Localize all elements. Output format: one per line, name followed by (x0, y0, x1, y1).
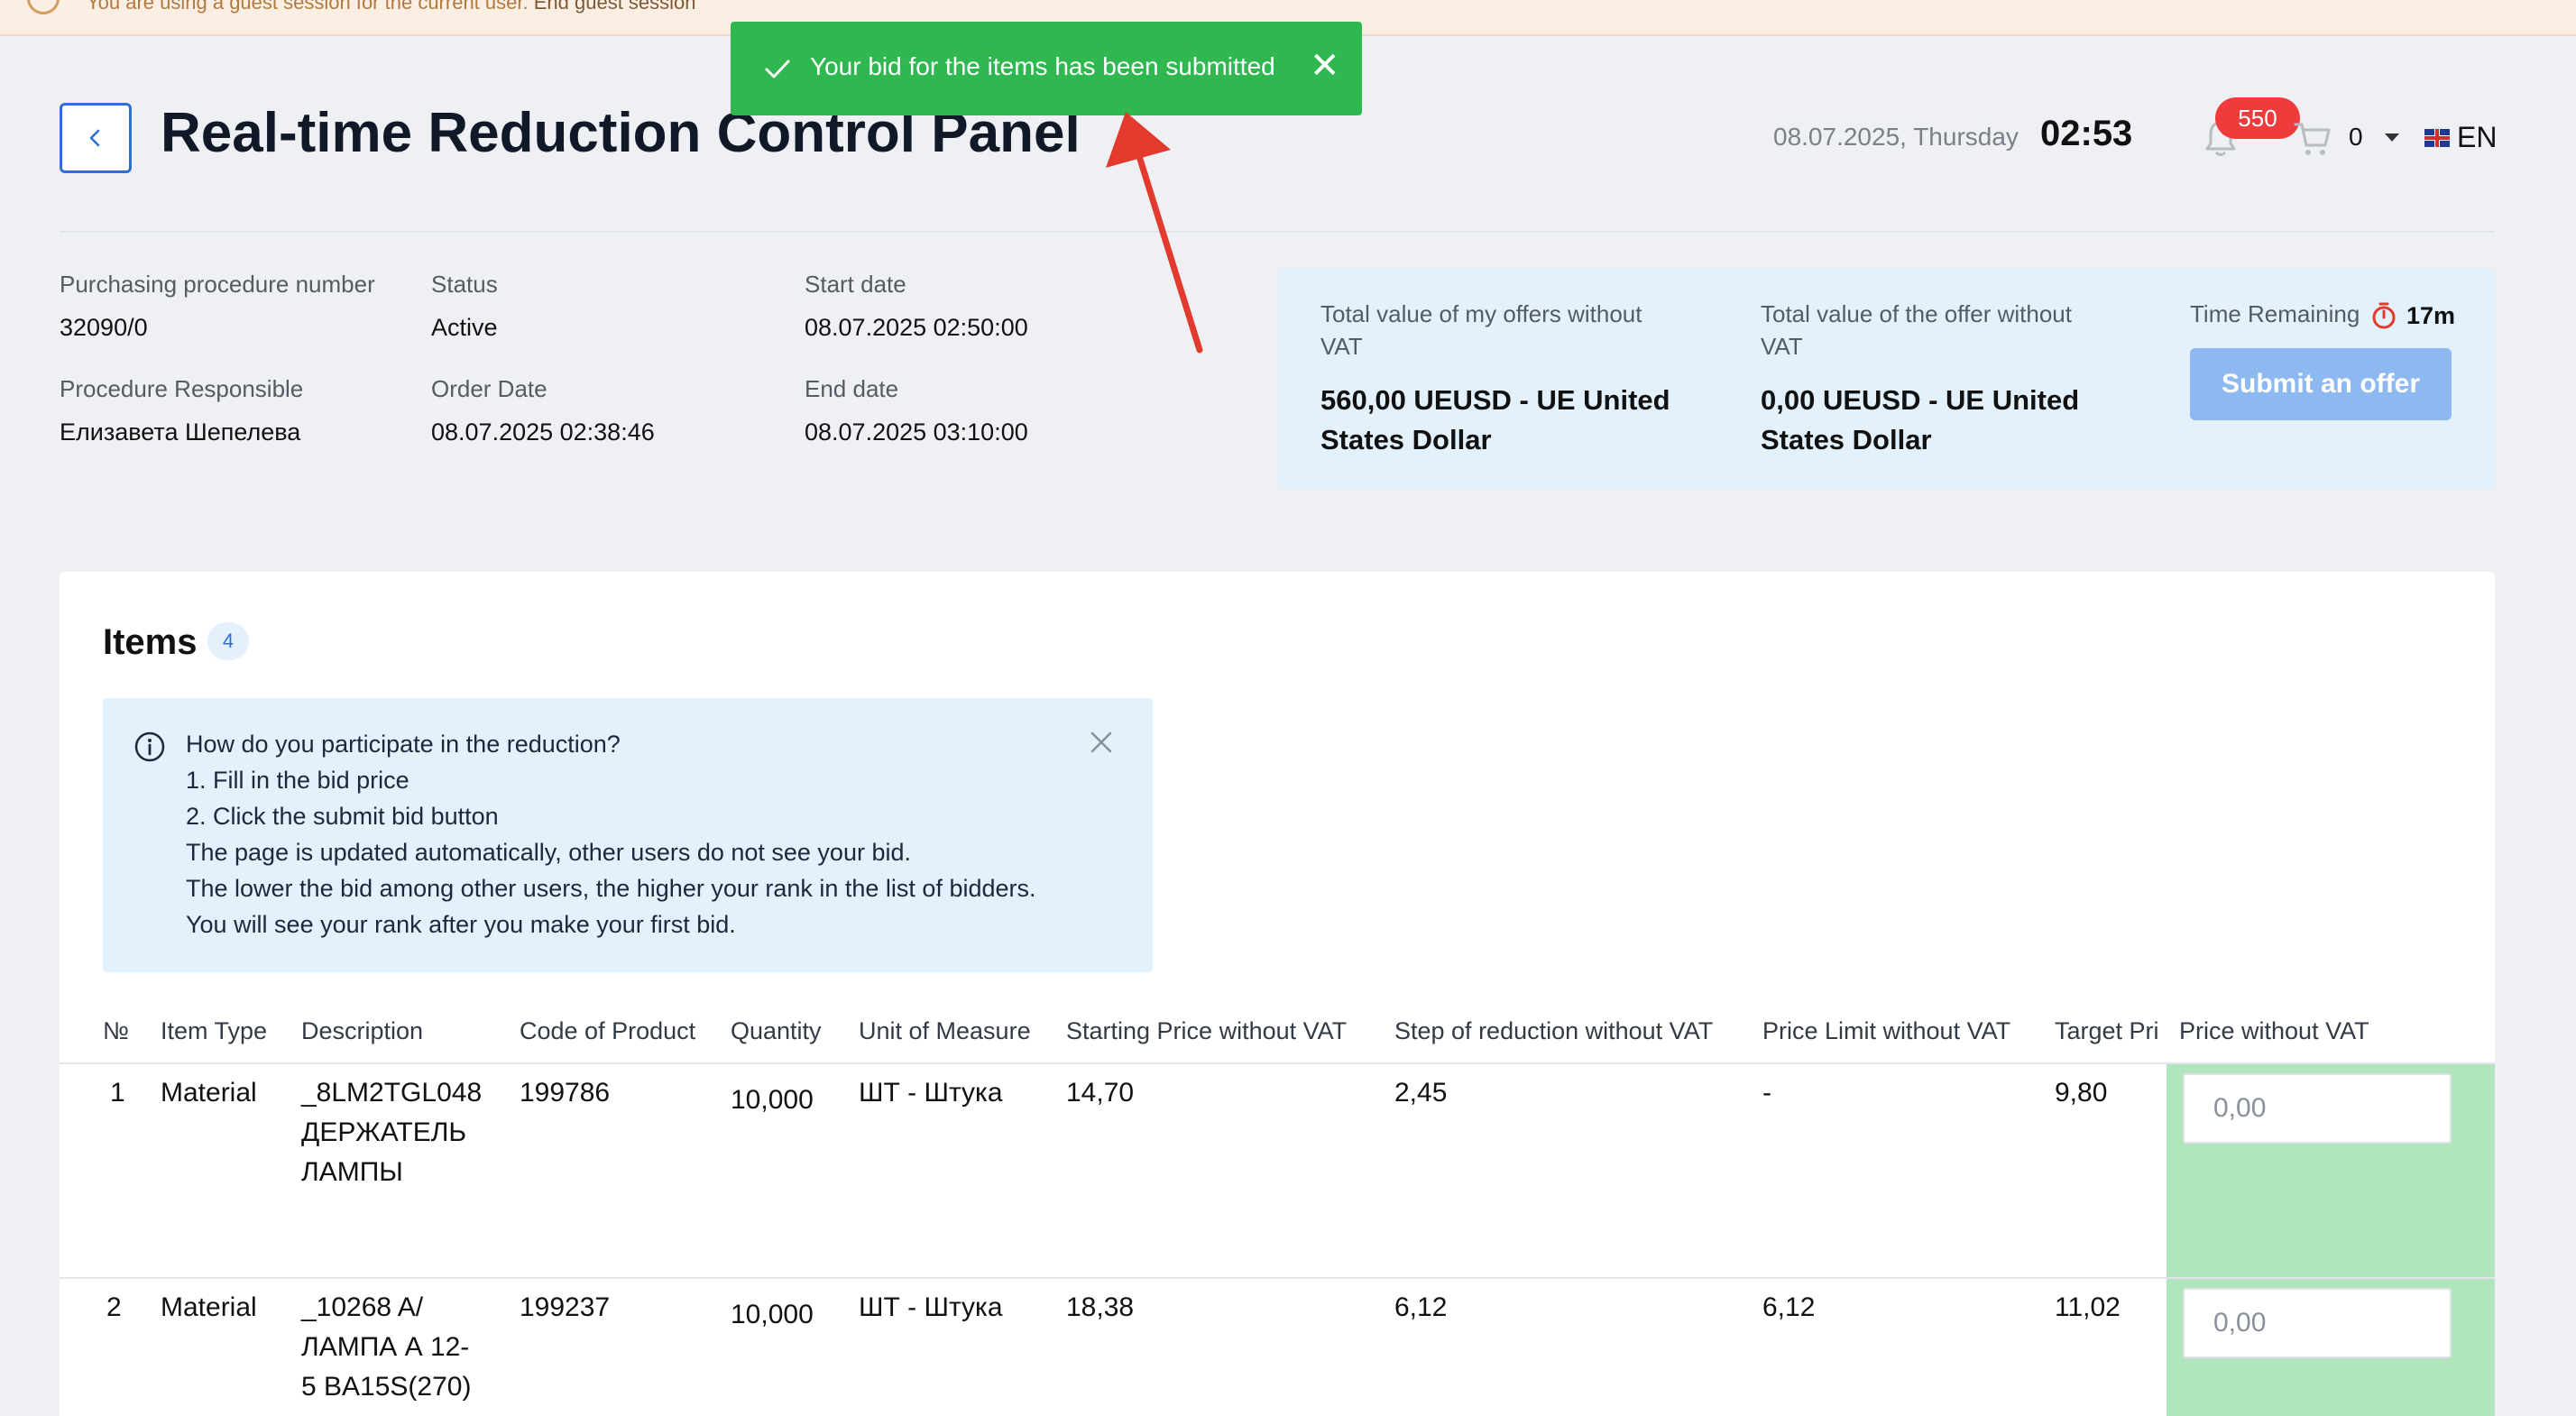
unit-of-measure: ШТ - Штука (859, 1292, 1003, 1322)
price-input[interactable] (2183, 1288, 2452, 1358)
success-toast: Your bid for the items has been submitte… (731, 22, 1362, 115)
cart-count: 0 (2349, 123, 2363, 151)
current-time: 02:53 (2040, 114, 2133, 153)
header-divider (60, 231, 2495, 233)
procedure-number-value: 32090/0 (60, 314, 148, 341)
info-line: The page is updated automatically, other… (186, 839, 911, 866)
info-line: You will see your rank after you make yo… (186, 911, 736, 938)
back-button[interactable] (60, 103, 132, 173)
toast-message: Your bid for the items has been submitte… (810, 52, 1275, 80)
items-count-badge: 4 (207, 622, 249, 660)
items-title: Items (103, 622, 198, 662)
close-icon[interactable] (1088, 729, 1115, 756)
row-number: 1 (110, 1078, 125, 1108)
chevron-down-icon[interactable] (2385, 133, 2399, 142)
column-header-code: Code of Product (520, 1017, 696, 1044)
column-header-target-price: Target Pri (2055, 1017, 2159, 1044)
column-header-number: № (103, 1017, 129, 1044)
guest-session-message: You are using a guest session for the cu… (87, 0, 529, 14)
info-line: The lower the bid among other users, the… (186, 875, 1036, 902)
quantity: 10,000 (731, 1085, 814, 1115)
column-header-description: Description (301, 1017, 424, 1044)
reduction-step: 6,12 (1394, 1292, 1448, 1322)
language-label: EN (2457, 121, 2498, 153)
offer-total-label: Total value of the offer without VAT (1761, 300, 2072, 360)
column-header-quantity: Quantity (731, 1017, 822, 1044)
toast-close-button[interactable]: ✕ (1310, 46, 1340, 86)
price-limit: 6,12 (1762, 1292, 1816, 1322)
quantity: 10,000 (731, 1300, 814, 1329)
table-row-divider (60, 1277, 2495, 1279)
item-description: _8LM2TGL048 ДЕРЖАТЕЛЬ ЛАМПЫ (301, 1078, 483, 1187)
language-selector[interactable]: EN (2424, 121, 2497, 154)
info-icon (134, 731, 165, 762)
start-date-value: 08.07.2025 02:50:00 (805, 314, 1028, 341)
check-icon (765, 60, 790, 78)
stopwatch-icon (2372, 302, 2396, 329)
table-header-divider (60, 1062, 2495, 1064)
start-date-label: Start date (805, 271, 906, 298)
my-offers-total-label: Total value of my offers without VAT (1320, 300, 1642, 360)
end-guest-session-link[interactable]: End guest session (533, 0, 696, 14)
column-header-price-without-vat: Price without VAT (2179, 1017, 2369, 1044)
product-code: 199786 (520, 1078, 611, 1108)
column-header-price-limit: Price Limit without VAT (1762, 1017, 2011, 1044)
unit-of-measure: ШТ - Штука (859, 1078, 1003, 1108)
my-offers-total-value: 560,00 UEUSD - UE United States Dollar (1320, 384, 1670, 455)
guest-session-text: You are using a guest session for the cu… (87, 0, 696, 14)
uk-flag-icon (2424, 128, 2450, 147)
column-header-unit: Unit of Measure (859, 1017, 1031, 1044)
info-icon (27, 0, 60, 14)
column-header-item-type: Item Type (161, 1017, 268, 1044)
status-label: Status (431, 271, 498, 298)
row-number: 2 (106, 1292, 122, 1322)
column-header-starting-price: Starting Price without VAT (1066, 1017, 1348, 1044)
current-date: 08.07.2025, Thursday (1773, 123, 2019, 151)
cart-icon[interactable] (2293, 119, 2332, 159)
price-limit: - (1762, 1078, 1771, 1108)
info-line: How do you participate in the reduction? (186, 731, 621, 758)
info-line: 1. Fill in the bid price (186, 767, 409, 794)
offer-total-value: 0,00 UEUSD - UE United States Dollar (1761, 384, 2080, 455)
order-date-label: Order Date (431, 375, 547, 402)
order-date-value: 08.07.2025 02:38:46 (431, 418, 655, 446)
starting-price: 18,38 (1066, 1292, 1135, 1322)
target-price: 9,80 (2055, 1078, 2108, 1108)
target-price: 11,02 (2055, 1292, 2121, 1322)
submit-offer-button[interactable]: Submit an offer (2190, 348, 2452, 420)
column-header-step: Step of reduction without VAT (1394, 1017, 1714, 1044)
starting-price: 14,70 (1066, 1078, 1135, 1108)
product-code: 199237 (520, 1292, 611, 1322)
item-type: Material (161, 1292, 257, 1322)
end-date-value: 08.07.2025 03:10:00 (805, 418, 1028, 446)
procedure-responsible-label: Procedure Responsible (60, 375, 304, 402)
info-line: 2. Click the submit bid button (186, 803, 499, 830)
procedure-responsible-value: Елизавета Шепелева (60, 418, 301, 446)
time-remaining-label: Time Remaining (2190, 300, 2360, 327)
notifications-badge[interactable]: 550 (2215, 97, 2300, 139)
item-description: _10268 A/ ЛАМПА А 12- 5 BA15S(270) (301, 1292, 472, 1402)
time-remaining-value: 17m (2406, 302, 2456, 329)
participation-info-box (103, 698, 1153, 972)
procedure-number-label: Purchasing procedure number (60, 271, 375, 298)
status-value: Active (431, 314, 498, 341)
price-input[interactable] (2183, 1073, 2452, 1144)
item-type: Material (161, 1078, 257, 1108)
chevron-left-icon (89, 129, 100, 147)
reduction-step: 2,45 (1394, 1078, 1448, 1108)
end-date-label: End date (805, 375, 899, 402)
